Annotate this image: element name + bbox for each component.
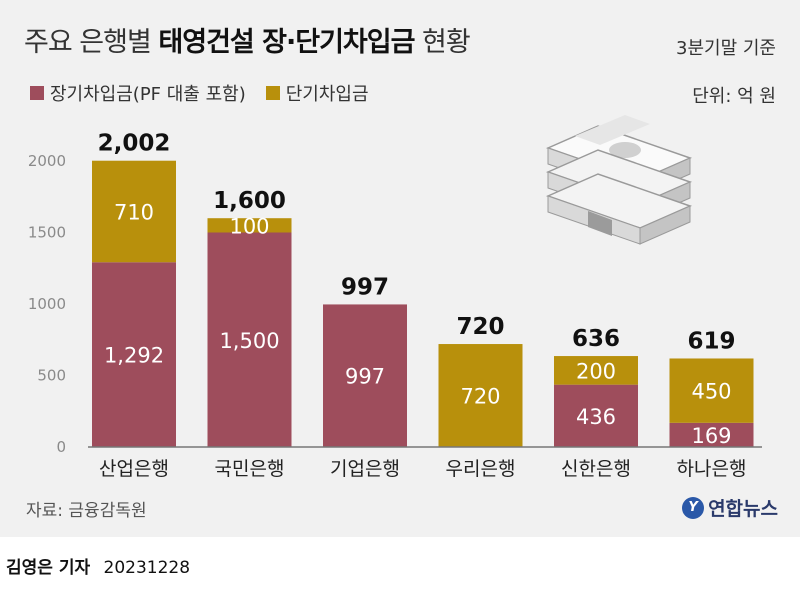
segment-value-label: 997 [345, 365, 385, 389]
title-strong: 태영건설 장·단기차입금 [158, 27, 415, 58]
y-tick-label: 500 [37, 367, 66, 385]
bar-segment-long [92, 262, 176, 447]
x-category-label: 우리은행 [446, 458, 516, 480]
x-category-label: 국민은행 [215, 458, 285, 480]
y-axis: 0 500 1000 1500 2000 [28, 152, 66, 456]
y-tick-label: 2000 [28, 152, 66, 170]
segment-value-label: 1,500 [219, 329, 279, 353]
segment-value-label: 436 [576, 405, 616, 429]
byline: 김영은 기자 20231228 [6, 553, 190, 578]
bar-segment-short [207, 218, 292, 233]
chart-title: 주요 은행별 태영건설 장·단기차입금 현황 [24, 20, 471, 59]
unit-note: 단위: 억 원 [692, 86, 776, 107]
bar-segment-short [554, 356, 638, 385]
x-category-label: 기업은행 [330, 458, 400, 480]
y-tick-label: 1000 [28, 295, 66, 313]
source-note: 자료: 금융감독원 [26, 501, 147, 521]
segment-value-label: 720 [460, 385, 500, 409]
bar-segment-short [92, 160, 176, 263]
x-category-label: 신한은행 [561, 458, 631, 480]
x-category-label: 하나은행 [677, 458, 747, 480]
segment-value-label: 710 [114, 200, 154, 224]
basis-note: 3분기말 기준 [676, 38, 776, 59]
total-value-label: 997 [341, 274, 389, 300]
bar-segment-long [669, 422, 754, 447]
y-tick-label: 0 [56, 438, 66, 456]
legend-label-short: 단기차입금 [285, 84, 369, 105]
bar-segment-short [438, 344, 523, 447]
segment-value-label: 450 [691, 380, 731, 404]
total-value-label: 636 [572, 326, 620, 352]
segment-value-label: 200 [576, 359, 616, 383]
money-stack-icon [545, 115, 693, 245]
segment-value-label: 169 [691, 424, 731, 448]
publisher-logo: Y 연합뉴스 [682, 494, 778, 521]
total-value-label: 720 [456, 314, 504, 340]
bar-segment-long [323, 304, 407, 447]
bar-segment-long [554, 384, 638, 447]
reporter-name: 김영은 기자 [6, 558, 91, 578]
publisher-name: 연합뉴스 [708, 498, 778, 520]
title-prefix: 주요 은행별 [24, 27, 152, 58]
total-value-label: 619 [687, 328, 735, 354]
legend-item-long: 장기차입금(PF 대출 포함) [30, 80, 246, 106]
legend-item-short: 단기차입금 [265, 80, 369, 106]
legend-swatch-short [265, 86, 280, 100]
legend-label-long: 장기차입금(PF 대출 포함) [50, 84, 246, 105]
bar-segment-short [669, 358, 754, 423]
legend-swatch-long [30, 86, 44, 100]
segment-value-label: 100 [229, 214, 269, 238]
bar-segment-long [207, 232, 292, 447]
yonhap-logo-icon: Y [682, 496, 705, 519]
total-value-label: 2,002 [98, 131, 171, 157]
title-suffix: 현황 [422, 27, 471, 58]
segment-value-label: 1,292 [104, 344, 164, 368]
publish-date: 20231228 [103, 558, 191, 578]
legend: 장기차입금(PF 대출 포함) 단기차입금 [30, 80, 389, 106]
y-tick-label: 1500 [28, 224, 66, 242]
x-category-label: 산업은행 [99, 458, 169, 480]
total-value-label: 1,600 [213, 188, 286, 214]
